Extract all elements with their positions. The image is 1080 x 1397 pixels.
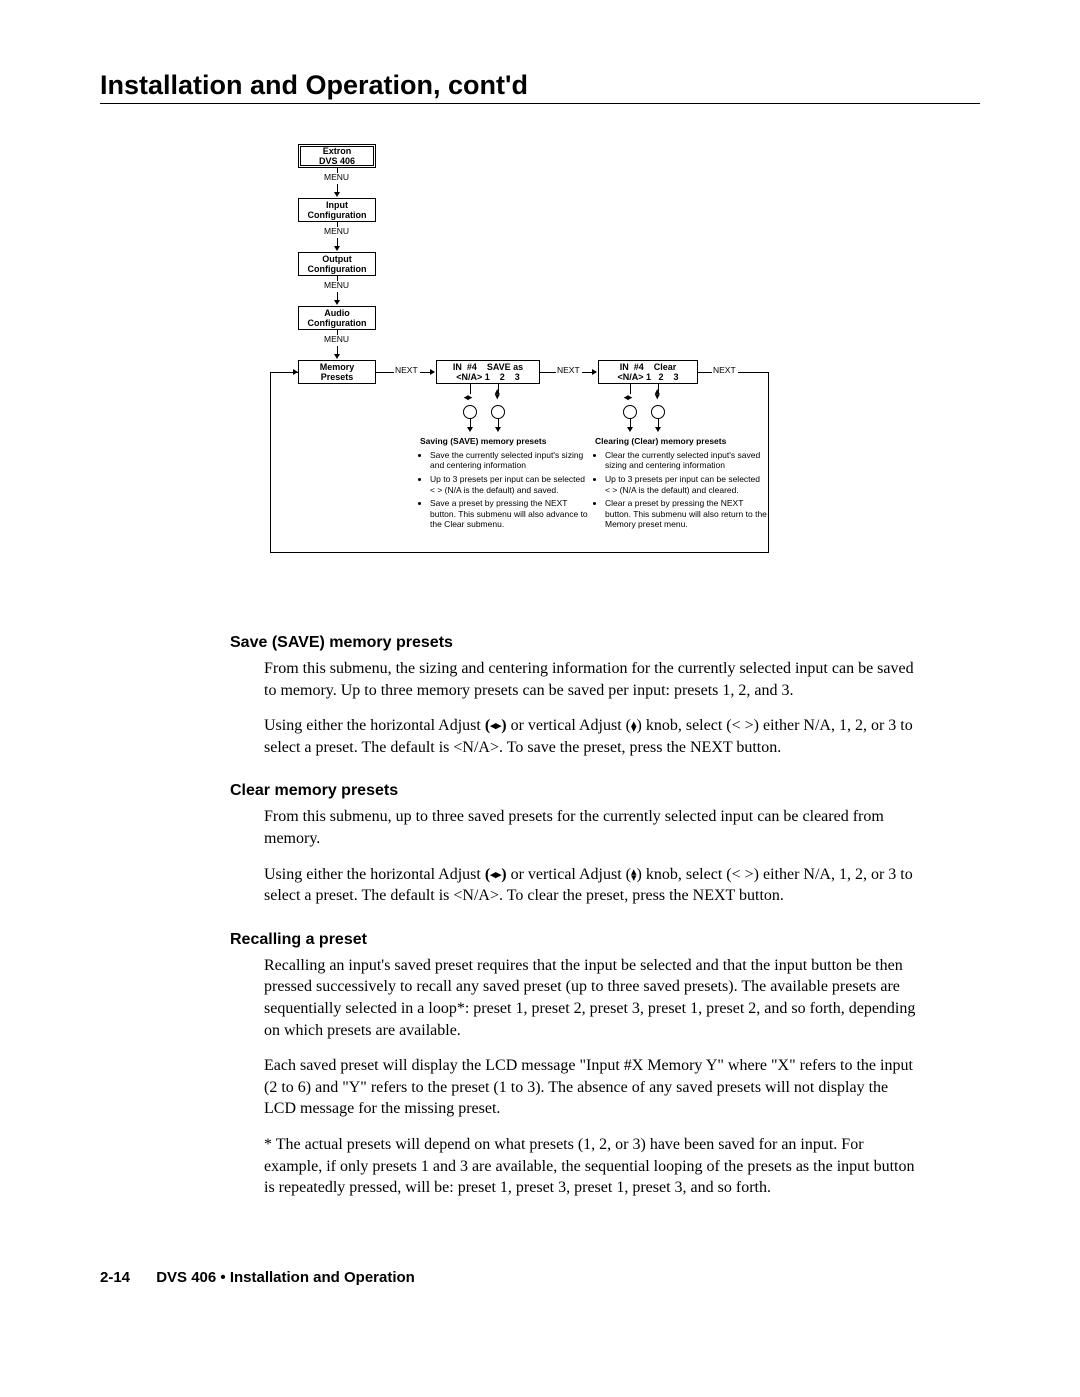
knob-vertical-icon (491, 405, 505, 419)
page-number: 2-14 (100, 1269, 130, 1286)
knob-vertical-icon (651, 405, 665, 419)
knob-horizontal-icon (463, 405, 477, 419)
footer-text: DVS 406 • Installation and Operation (156, 1269, 415, 1286)
box-extron: Extron DVS 406 (298, 144, 376, 168)
desc-save: Saving (SAVE) memory presets Save the cu… (420, 436, 590, 533)
box-memory-presets: Memory Presets (298, 360, 376, 384)
para-recall-2: Each saved preset will display the LCD m… (264, 1055, 920, 1120)
para-recall-3: * The actual presets will depend on what… (264, 1134, 920, 1199)
page-title: Installation and Operation, cont'd (100, 70, 980, 104)
knob-horizontal-icon (623, 405, 637, 419)
menu-label: MENU (324, 173, 349, 183)
box-audio-config: Audio Configuration (298, 306, 376, 330)
document-page: Installation and Operation, cont'd Extro… (0, 0, 1080, 1346)
desc-clear: Clearing (Clear) memory presets Clear th… (595, 436, 767, 533)
box-clear-submenu: IN #4 Clear <N/A> 1 2 3 (598, 360, 698, 384)
para-clear-2: Using either the horizontal Adjust (◂▸) … (264, 864, 920, 907)
box-input-config: Input Configuration (298, 198, 376, 222)
page-footer: 2-14 DVS 406 • Installation and Operatio… (100, 1269, 980, 1286)
heading-save: Save (SAVE) memory presets (230, 634, 980, 652)
para-recall-1: Recalling an input's saved preset requir… (264, 955, 920, 1041)
heading-recall: Recalling a preset (230, 931, 980, 949)
menu-diagram: Extron DVS 406 MENU Input Configuration … (270, 144, 810, 574)
heading-clear: Clear memory presets (230, 782, 980, 800)
para-save-1: From this submenu, the sizing and center… (264, 658, 920, 701)
para-save-2: Using either the horizontal Adjust (◂▸) … (264, 715, 920, 758)
box-save-submenu: IN #4 SAVE as <N/A> 1 2 3 (436, 360, 540, 384)
para-clear-1: From this submenu, up to three saved pre… (264, 806, 920, 849)
box-output-config: Output Configuration (298, 252, 376, 276)
